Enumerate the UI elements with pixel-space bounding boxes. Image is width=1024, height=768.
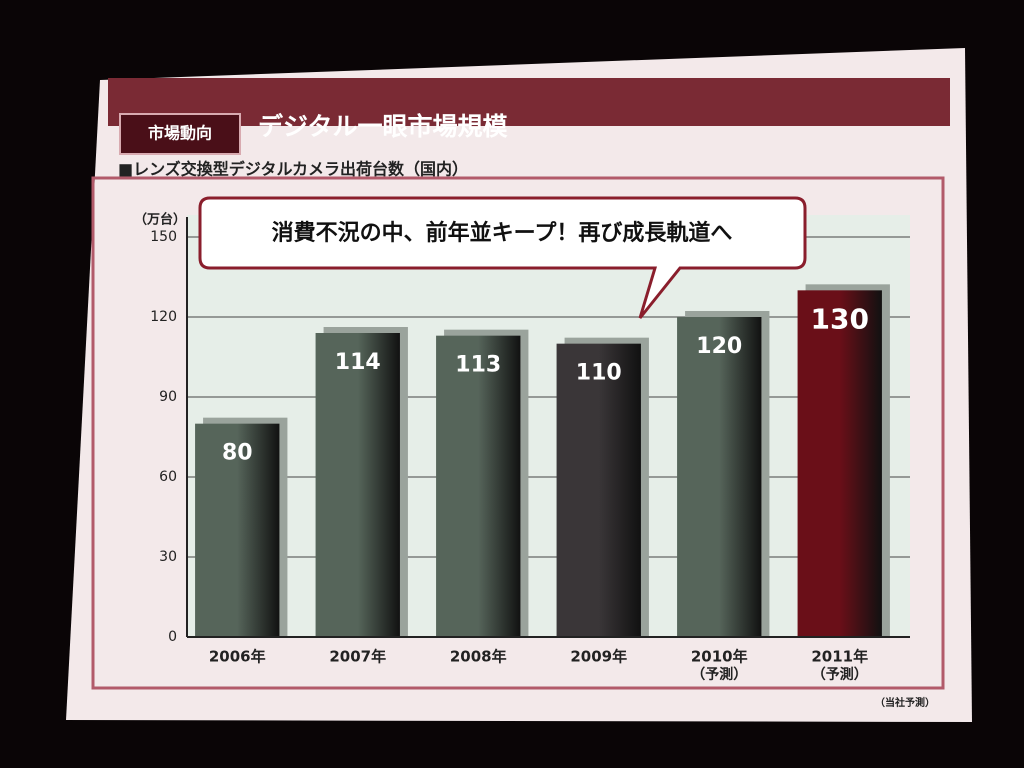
- y-tick-label: 150: [150, 229, 177, 245]
- header-tag-box: [119, 113, 241, 155]
- bar: [436, 335, 521, 637]
- callout: 消費不況の中、前年並キープ！再び成長軌道へ: [198, 196, 807, 319]
- bar: [556, 343, 641, 637]
- chart-frame: [91, 176, 945, 690]
- data-label: 120: [696, 334, 742, 359]
- x-tick-label: 2007年: [329, 648, 386, 666]
- data-label: 80: [222, 441, 253, 466]
- y-tick-label: 30: [159, 549, 177, 565]
- header-title: デジタル一眼市場規模: [258, 112, 509, 141]
- bar: [797, 290, 882, 637]
- data-label: 113: [455, 353, 501, 378]
- y-tick-label: 0: [168, 629, 177, 645]
- x-tick-label: 2006年: [209, 648, 266, 666]
- x-tick-label: 2008年: [450, 648, 507, 666]
- bar: [677, 317, 762, 637]
- y-tick-label: 90: [159, 389, 177, 405]
- x-tick-label: 2010年: [691, 648, 748, 666]
- x-tick-note: （予測）: [812, 666, 868, 683]
- header-band: [108, 78, 950, 126]
- footnote: （当社予測）: [875, 696, 935, 709]
- y-tick-label: 120: [150, 309, 177, 325]
- x-tick-note: （予測）: [691, 666, 747, 683]
- data-label: 130: [811, 302, 869, 335]
- bar: [315, 333, 400, 637]
- bar: [195, 423, 280, 637]
- y-axis-label: （万台）: [134, 212, 186, 228]
- data-label: 114: [335, 350, 381, 375]
- chart: 0 30 60 90 120 150 2006年 80 2007年 114 2008年 113 2009…: [150, 217, 910, 683]
- data-label: 110: [576, 361, 622, 386]
- callout-bubble: [198, 196, 807, 319]
- y-tick-label: 60: [159, 469, 177, 485]
- plot-area: [187, 215, 910, 637]
- header-tag: 市場動向: [148, 124, 212, 143]
- x-tick-label: 2009年: [570, 648, 627, 666]
- callout-text: 消費不況の中、前年並キープ！再び成長軌道へ: [272, 220, 733, 246]
- chart-title: ■レンズ交換型デジタルカメラ出荷台数（国内）: [118, 160, 468, 179]
- x-tick-label: 2011年: [811, 648, 868, 666]
